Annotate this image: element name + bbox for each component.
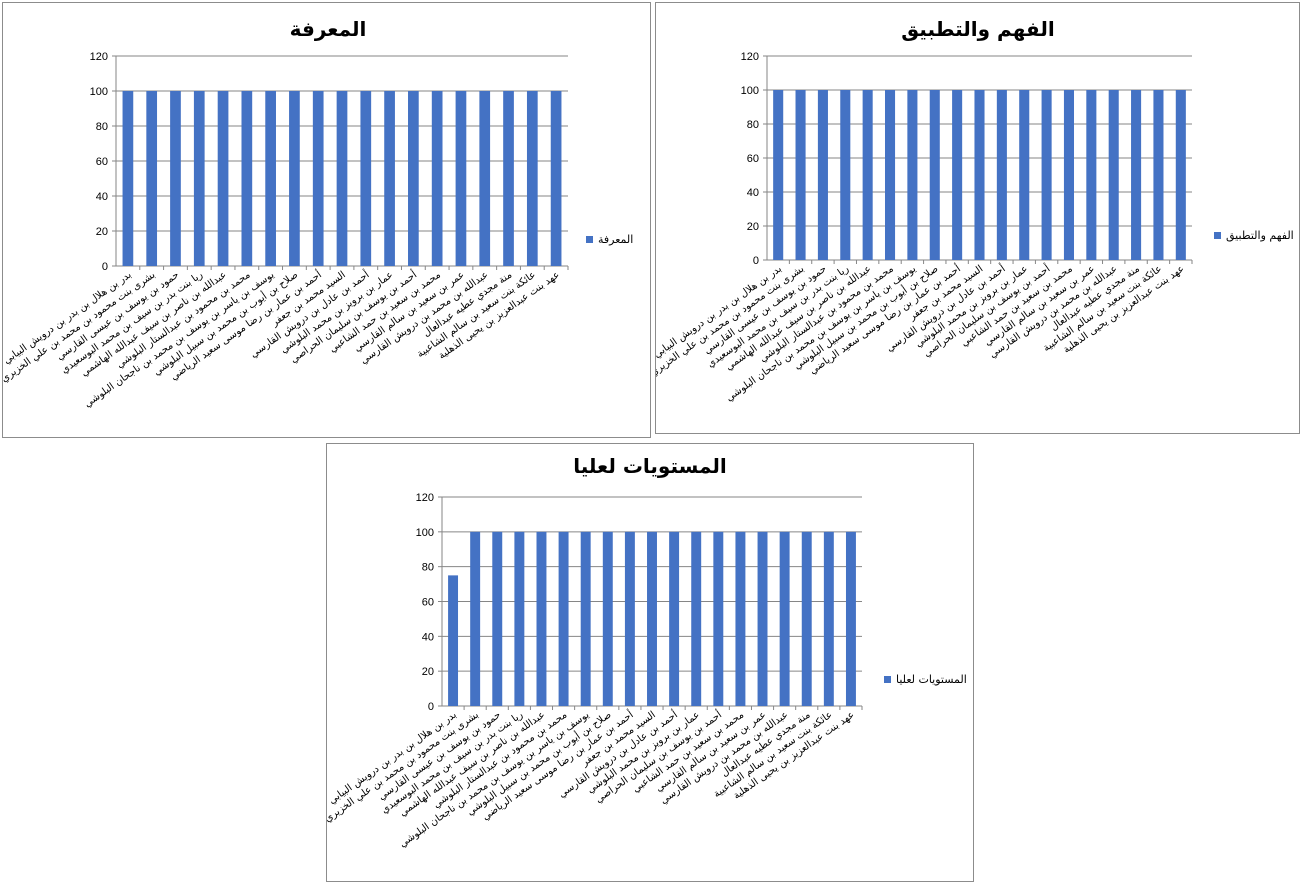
bar [757, 531, 768, 706]
y-tick-label: 20 [96, 226, 108, 238]
bar [1153, 90, 1164, 260]
bar [929, 90, 940, 260]
y-tick-label: 60 [422, 597, 434, 609]
legend-swatch [586, 236, 593, 243]
bar [536, 531, 547, 706]
y-tick-label: 0 [753, 255, 759, 267]
bar [779, 531, 790, 706]
legend-label: المستويات لعليا [896, 673, 967, 686]
y-tick-label: 20 [747, 221, 759, 233]
y-tick-label: 100 [741, 85, 759, 97]
bar [795, 90, 806, 260]
chart-title: المعرفة [290, 17, 367, 41]
bar [1019, 90, 1030, 260]
bar [241, 91, 253, 266]
bar [647, 531, 657, 706]
y-tick-label: 60 [96, 156, 108, 168]
bar [470, 531, 481, 706]
bar [312, 91, 324, 266]
y-tick-label: 40 [747, 187, 759, 199]
bar [1175, 90, 1186, 260]
bar [823, 531, 834, 706]
bar [669, 531, 680, 706]
bar [360, 91, 372, 266]
bar [122, 91, 134, 266]
bar [1086, 90, 1097, 260]
y-tick-label: 120 [90, 51, 108, 63]
bar [713, 531, 724, 706]
bar [801, 531, 812, 706]
bar [492, 531, 503, 706]
bar [265, 91, 276, 266]
y-tick-label: 60 [747, 153, 759, 165]
bar [146, 91, 158, 266]
legend-swatch [884, 676, 891, 683]
bar [624, 531, 635, 706]
legend-label: المعرفة [598, 233, 633, 246]
bar [773, 90, 784, 260]
bar [408, 91, 419, 266]
bar [1063, 90, 1075, 260]
chart-panel-higher-levels: المستويات لعليا 0 20 40 60 80 100 120 بدر بن هلا… [326, 443, 974, 882]
chart-panel-knowledge: المعرفة 0 20 40 60 80 100 120 بدر بن هلال بن بدر… [2, 2, 651, 438]
y-tick-label: 0 [428, 701, 434, 713]
bar [193, 91, 205, 266]
bar [602, 531, 613, 706]
y-tick-label: 100 [90, 86, 108, 98]
chart-title: المستويات لعليا [573, 454, 727, 478]
bar [840, 90, 851, 260]
bar [289, 91, 300, 266]
bar [907, 90, 918, 260]
bar [1131, 90, 1142, 260]
bar [526, 91, 538, 266]
bar [503, 91, 514, 266]
bar [974, 90, 985, 260]
bar [514, 531, 525, 706]
bar [884, 90, 896, 260]
y-tick-label: 40 [422, 631, 434, 643]
bar [817, 90, 828, 260]
bar [336, 91, 348, 266]
bar [455, 91, 467, 266]
y-tick-label: 0 [102, 261, 108, 273]
bar [558, 531, 569, 706]
y-tick-label: 80 [96, 121, 108, 133]
bar [384, 91, 395, 266]
y-tick-label: 80 [422, 562, 434, 574]
chart-title: الفهم والتطبيق [901, 17, 1054, 41]
bar [862, 90, 873, 260]
chart-panel-understanding: الفهم والتطبيق 0 20 40 60 80 100 120 بدر بن هلال… [655, 2, 1300, 434]
bar [996, 90, 1007, 260]
bar [952, 90, 963, 260]
y-tick-label: 120 [741, 51, 759, 63]
bar [735, 531, 746, 706]
y-tick-label: 20 [422, 666, 434, 678]
legend-label: الفهم والتطبيق [1226, 229, 1294, 243]
bar [580, 531, 591, 706]
bar [479, 91, 491, 266]
bar [845, 531, 856, 706]
bar [1041, 90, 1052, 260]
y-tick-label: 40 [96, 191, 108, 203]
bar [448, 575, 459, 706]
bar [431, 91, 443, 266]
y-tick-label: 100 [416, 527, 434, 539]
legend-swatch [1214, 232, 1221, 239]
y-tick-label: 120 [416, 492, 434, 504]
bar [550, 91, 562, 266]
y-tick-label: 80 [747, 119, 759, 131]
bar [170, 91, 181, 266]
bar [1108, 90, 1119, 260]
bar [217, 91, 229, 266]
bar [691, 531, 702, 706]
